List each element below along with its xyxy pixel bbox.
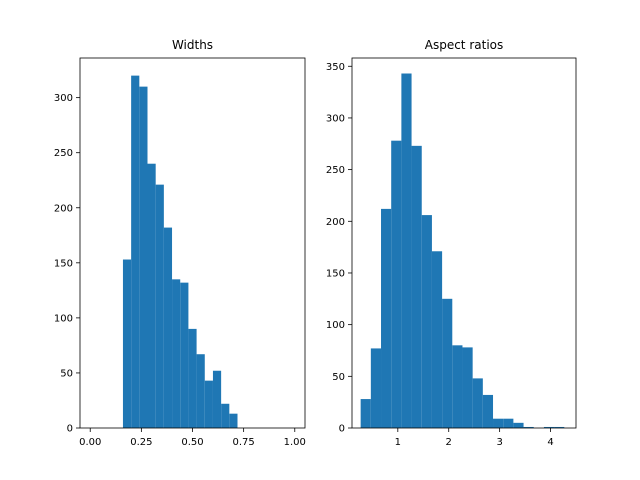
bar xyxy=(554,426,565,428)
bar xyxy=(391,140,402,428)
bar xyxy=(381,208,392,428)
y-tick-label: 250 xyxy=(326,165,345,176)
bar xyxy=(139,86,148,428)
y-tick-label: 300 xyxy=(326,113,345,124)
bar xyxy=(370,348,382,428)
aspect-ratios-histogram: Aspect ratios 1 2 3 4 0 50 100 150 200 250 300 350 xyxy=(326,38,577,448)
x-tick-label: 1.00 xyxy=(284,437,306,448)
y-tick-label: 50 xyxy=(332,372,345,383)
x-tick-label: 0.50 xyxy=(181,437,203,448)
x-tick-label: 0.25 xyxy=(130,437,152,448)
bar xyxy=(452,345,463,428)
y-tick-label: 150 xyxy=(326,268,345,279)
y-axis: 0 50 100 150 200 250 300 350 xyxy=(326,62,352,435)
bar xyxy=(472,378,483,428)
bar xyxy=(431,251,443,428)
chart-title: Aspect ratios xyxy=(425,38,504,52)
axes-frame xyxy=(351,57,577,429)
x-tick-label: 1 xyxy=(395,437,401,448)
bars xyxy=(122,75,238,429)
bar xyxy=(180,282,189,428)
bar xyxy=(543,426,555,428)
y-tick-label: 0 xyxy=(67,424,73,435)
bar xyxy=(482,394,494,428)
y-tick-label: 350 xyxy=(326,62,345,73)
bar xyxy=(360,399,371,428)
x-tick-label: 4 xyxy=(547,437,553,448)
y-tick-label: 100 xyxy=(54,313,73,324)
bar xyxy=(493,418,504,428)
bar xyxy=(462,347,473,428)
bar xyxy=(411,145,422,428)
x-tick-label: 2 xyxy=(446,437,452,448)
x-axis: 0.00 0.25 0.50 0.75 1.00 xyxy=(79,428,306,448)
axes-frame xyxy=(79,57,306,429)
y-tick-label: 100 xyxy=(326,320,345,331)
y-tick-label: 250 xyxy=(54,148,73,159)
x-tick-label: 0.75 xyxy=(233,437,255,448)
x-tick-label: 3 xyxy=(496,437,502,448)
y-tick-label: 0 xyxy=(339,424,345,435)
chart-title: Widths xyxy=(172,38,213,52)
bar xyxy=(196,354,205,428)
bar xyxy=(212,370,222,428)
bar xyxy=(163,227,173,428)
y-tick-label: 50 xyxy=(60,368,73,379)
bar xyxy=(131,75,140,429)
y-tick-label: 150 xyxy=(54,258,73,269)
widths-histogram: Widths 0.00 0.25 0.50 0.75 1.00 0 50 100 150 200… xyxy=(54,38,306,448)
x-tick-label: 0.00 xyxy=(79,437,101,448)
bar xyxy=(147,163,156,428)
bar xyxy=(188,328,197,428)
bar xyxy=(204,380,213,428)
bar xyxy=(221,403,230,428)
x-axis: 1 2 3 4 xyxy=(395,428,554,448)
bar xyxy=(172,279,181,428)
bar xyxy=(523,426,534,428)
y-tick-label: 200 xyxy=(54,203,73,214)
bar xyxy=(229,413,238,428)
bar xyxy=(503,418,514,428)
bar xyxy=(513,422,524,428)
y-axis: 0 50 100 150 200 250 300 xyxy=(54,93,80,435)
y-tick-label: 200 xyxy=(326,217,345,228)
bar xyxy=(401,73,412,428)
bars xyxy=(360,73,565,428)
y-tick-label: 300 xyxy=(54,93,73,104)
bar xyxy=(421,215,432,428)
bar xyxy=(155,184,164,428)
bar xyxy=(122,259,132,428)
bar xyxy=(442,298,453,428)
